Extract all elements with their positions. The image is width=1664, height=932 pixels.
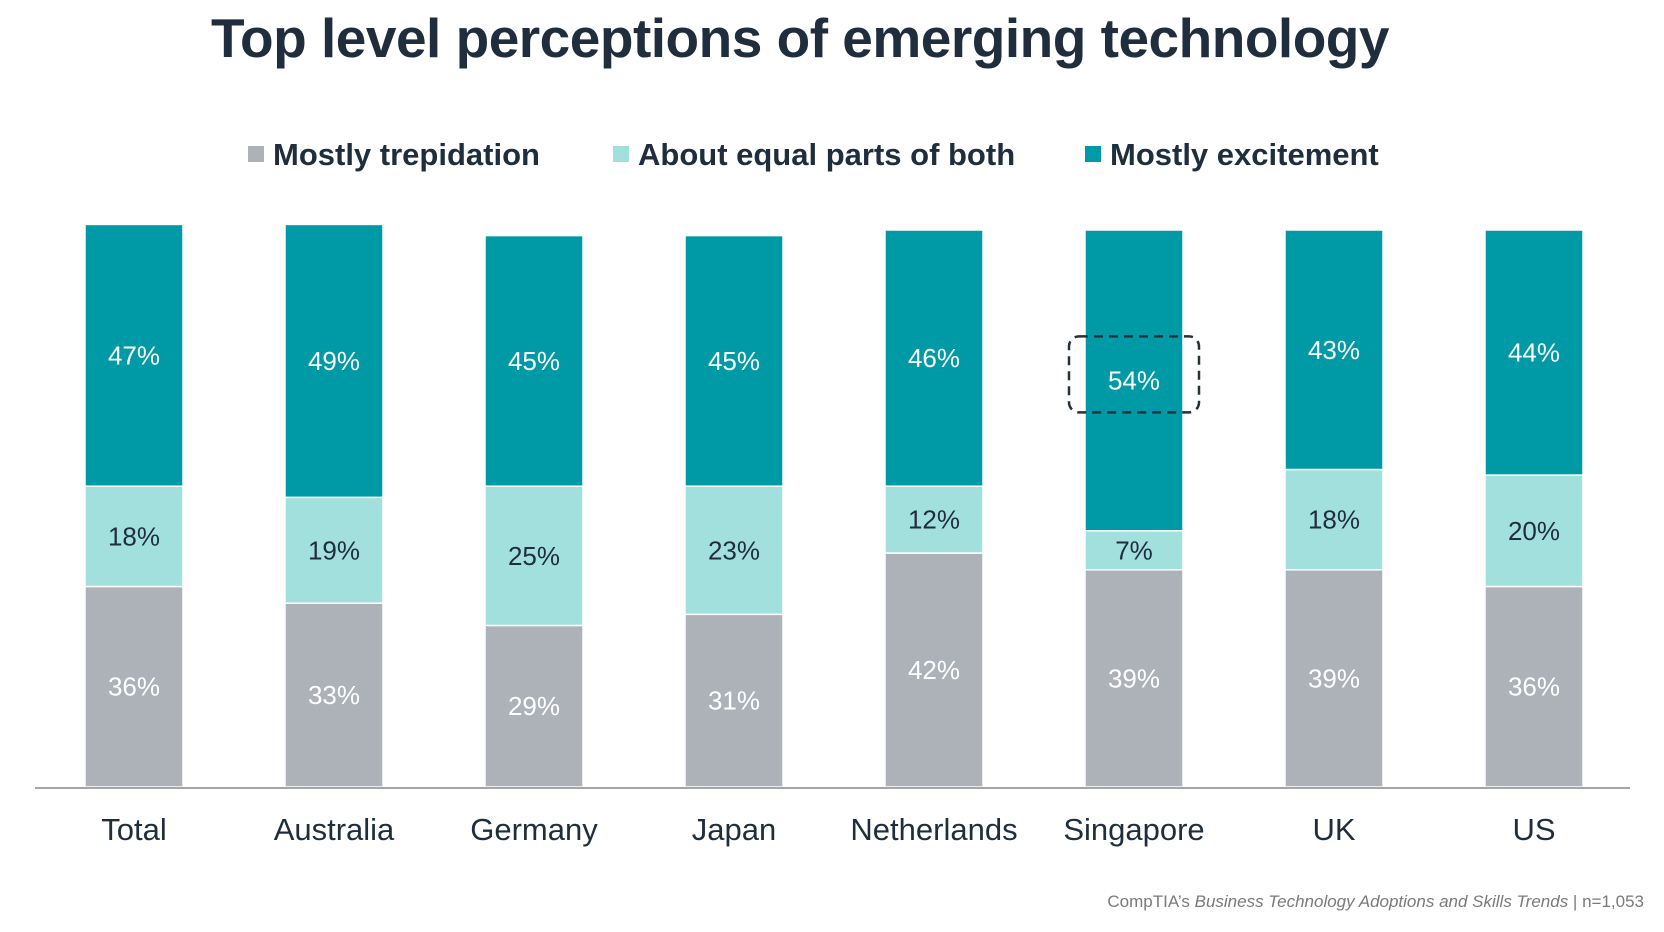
data-label-uk-about-equal-parts-of-both: 18% xyxy=(1308,505,1360,535)
data-label-germany-mostly-trepidation: 29% xyxy=(508,691,560,721)
data-label-singapore-about-equal-parts-of-both: 7% xyxy=(1115,535,1153,565)
legend-swatch-about-equal-parts-of-both xyxy=(613,146,629,162)
data-label-netherlands-mostly-trepidation: 42% xyxy=(908,655,960,685)
data-label-germany-about-equal-parts-of-both: 25% xyxy=(508,541,560,571)
data-label-us-about-equal-parts-of-both: 20% xyxy=(1508,516,1560,546)
legend-label-about-equal-parts-of-both: About equal parts of both xyxy=(638,137,1015,172)
data-label-netherlands-about-equal-parts-of-both: 12% xyxy=(908,505,960,535)
x-tick-label-total: Total xyxy=(101,812,166,847)
bars xyxy=(84,223,1584,788)
data-label-germany-mostly-excitement: 45% xyxy=(508,346,560,376)
x-axis-tick-labels: Total Australia Germany Japan Netherlands Sin… xyxy=(101,812,1555,847)
data-label-netherlands-mostly-excitement: 46% xyxy=(908,343,960,373)
legend-swatch-mostly-trepidation xyxy=(248,146,264,162)
x-tick-label-germany: Germany xyxy=(470,812,598,847)
legend-label-mostly-excitement: Mostly excitement xyxy=(1110,137,1379,172)
data-label-australia-mostly-trepidation: 33% xyxy=(308,680,360,710)
data-label-singapore-mostly-trepidation: 39% xyxy=(1108,663,1160,693)
legend-swatch-mostly-excitement xyxy=(1085,146,1101,162)
chart-title: Top level perceptions of emerging techno… xyxy=(211,7,1389,69)
data-label-japan-about-equal-parts-of-both: 23% xyxy=(708,535,760,565)
bar-us-mostly-trepidation xyxy=(1484,585,1584,788)
bar-uk-mostly-excitement xyxy=(1284,229,1384,471)
bar-australia-mostly-excitement xyxy=(284,223,384,499)
bar-singapore-mostly-trepidation xyxy=(1084,569,1184,788)
source-suffix: | n=1,053 xyxy=(1568,892,1644,911)
x-tick-label-uk: UK xyxy=(1312,812,1355,847)
highlight-box-singapore xyxy=(1067,335,1201,414)
legend: Mostly trepidation About equal parts of b… xyxy=(248,137,1379,172)
source-title: Business Technology Adoptions and Skills… xyxy=(1194,892,1569,911)
bar-netherlands-mostly-excitement xyxy=(884,229,984,487)
bar-us-about-equal-parts-of-both xyxy=(1484,474,1584,588)
data-label-us-mostly-trepidation: 36% xyxy=(1508,672,1560,702)
bar-total-mostly-trepidation xyxy=(84,585,184,788)
source-prefix: CompTIA’s xyxy=(1107,892,1195,911)
bar-uk-mostly-trepidation xyxy=(1284,569,1384,788)
legend-item-mostly-excitement: Mostly excitement xyxy=(1085,137,1379,172)
bar-germany-mostly-trepidation xyxy=(484,624,584,788)
data-label-singapore-mostly-excitement: 54% xyxy=(1108,365,1160,395)
x-tick-label-singapore: Singapore xyxy=(1063,812,1204,847)
bar-australia-about-equal-parts-of-both xyxy=(284,496,384,604)
bar-australia-mostly-trepidation xyxy=(284,602,384,788)
bar-singapore-about-equal-parts-of-both xyxy=(1084,530,1184,571)
data-label-us-mostly-excitement: 44% xyxy=(1508,338,1560,368)
legend-item-about-equal-parts-of-both: About equal parts of both xyxy=(613,137,1015,172)
x-tick-label-us: US xyxy=(1512,812,1555,847)
bar-uk-about-equal-parts-of-both xyxy=(1284,468,1384,571)
bar-germany-mostly-excitement xyxy=(484,234,584,487)
bar-labels: 36% 18% 47% 33% 19% 49% 29% 25% 45% 31% 23% 45% 42% 1… xyxy=(108,335,1560,721)
x-tick-label-japan: Japan xyxy=(692,812,776,847)
data-label-total-about-equal-parts-of-both: 18% xyxy=(108,521,160,551)
data-label-australia-mostly-excitement: 49% xyxy=(308,346,360,376)
source-note: CompTIA’s Business Technology Adoptions … xyxy=(1107,892,1644,912)
x-tick-label-netherlands: Netherlands xyxy=(850,812,1017,847)
legend-item-mostly-trepidation: Mostly trepidation xyxy=(248,137,540,172)
data-label-uk-mostly-excitement: 43% xyxy=(1308,335,1360,365)
legend-label-mostly-trepidation: Mostly trepidation xyxy=(273,137,540,172)
bar-netherlands-about-equal-parts-of-both xyxy=(884,485,984,554)
bar-total-mostly-excitement xyxy=(84,223,184,487)
bar-japan-about-equal-parts-of-both xyxy=(684,485,784,616)
bar-singapore-mostly-excitement xyxy=(1084,229,1184,532)
bar-japan-mostly-excitement xyxy=(684,234,784,487)
bar-germany-about-equal-parts-of-both xyxy=(484,485,584,627)
data-label-total-mostly-trepidation: 36% xyxy=(108,672,160,702)
data-label-total-mostly-excitement: 47% xyxy=(108,340,160,370)
x-tick-label-australia: Australia xyxy=(274,812,395,847)
data-label-japan-mostly-trepidation: 31% xyxy=(708,686,760,716)
bar-netherlands-mostly-trepidation xyxy=(884,552,984,788)
data-label-uk-mostly-trepidation: 39% xyxy=(1308,663,1360,693)
data-label-japan-mostly-excitement: 45% xyxy=(708,346,760,376)
data-label-australia-about-equal-parts-of-both: 19% xyxy=(308,535,360,565)
bar-us-mostly-excitement xyxy=(1484,229,1584,476)
highlight-annotation xyxy=(1067,335,1201,414)
